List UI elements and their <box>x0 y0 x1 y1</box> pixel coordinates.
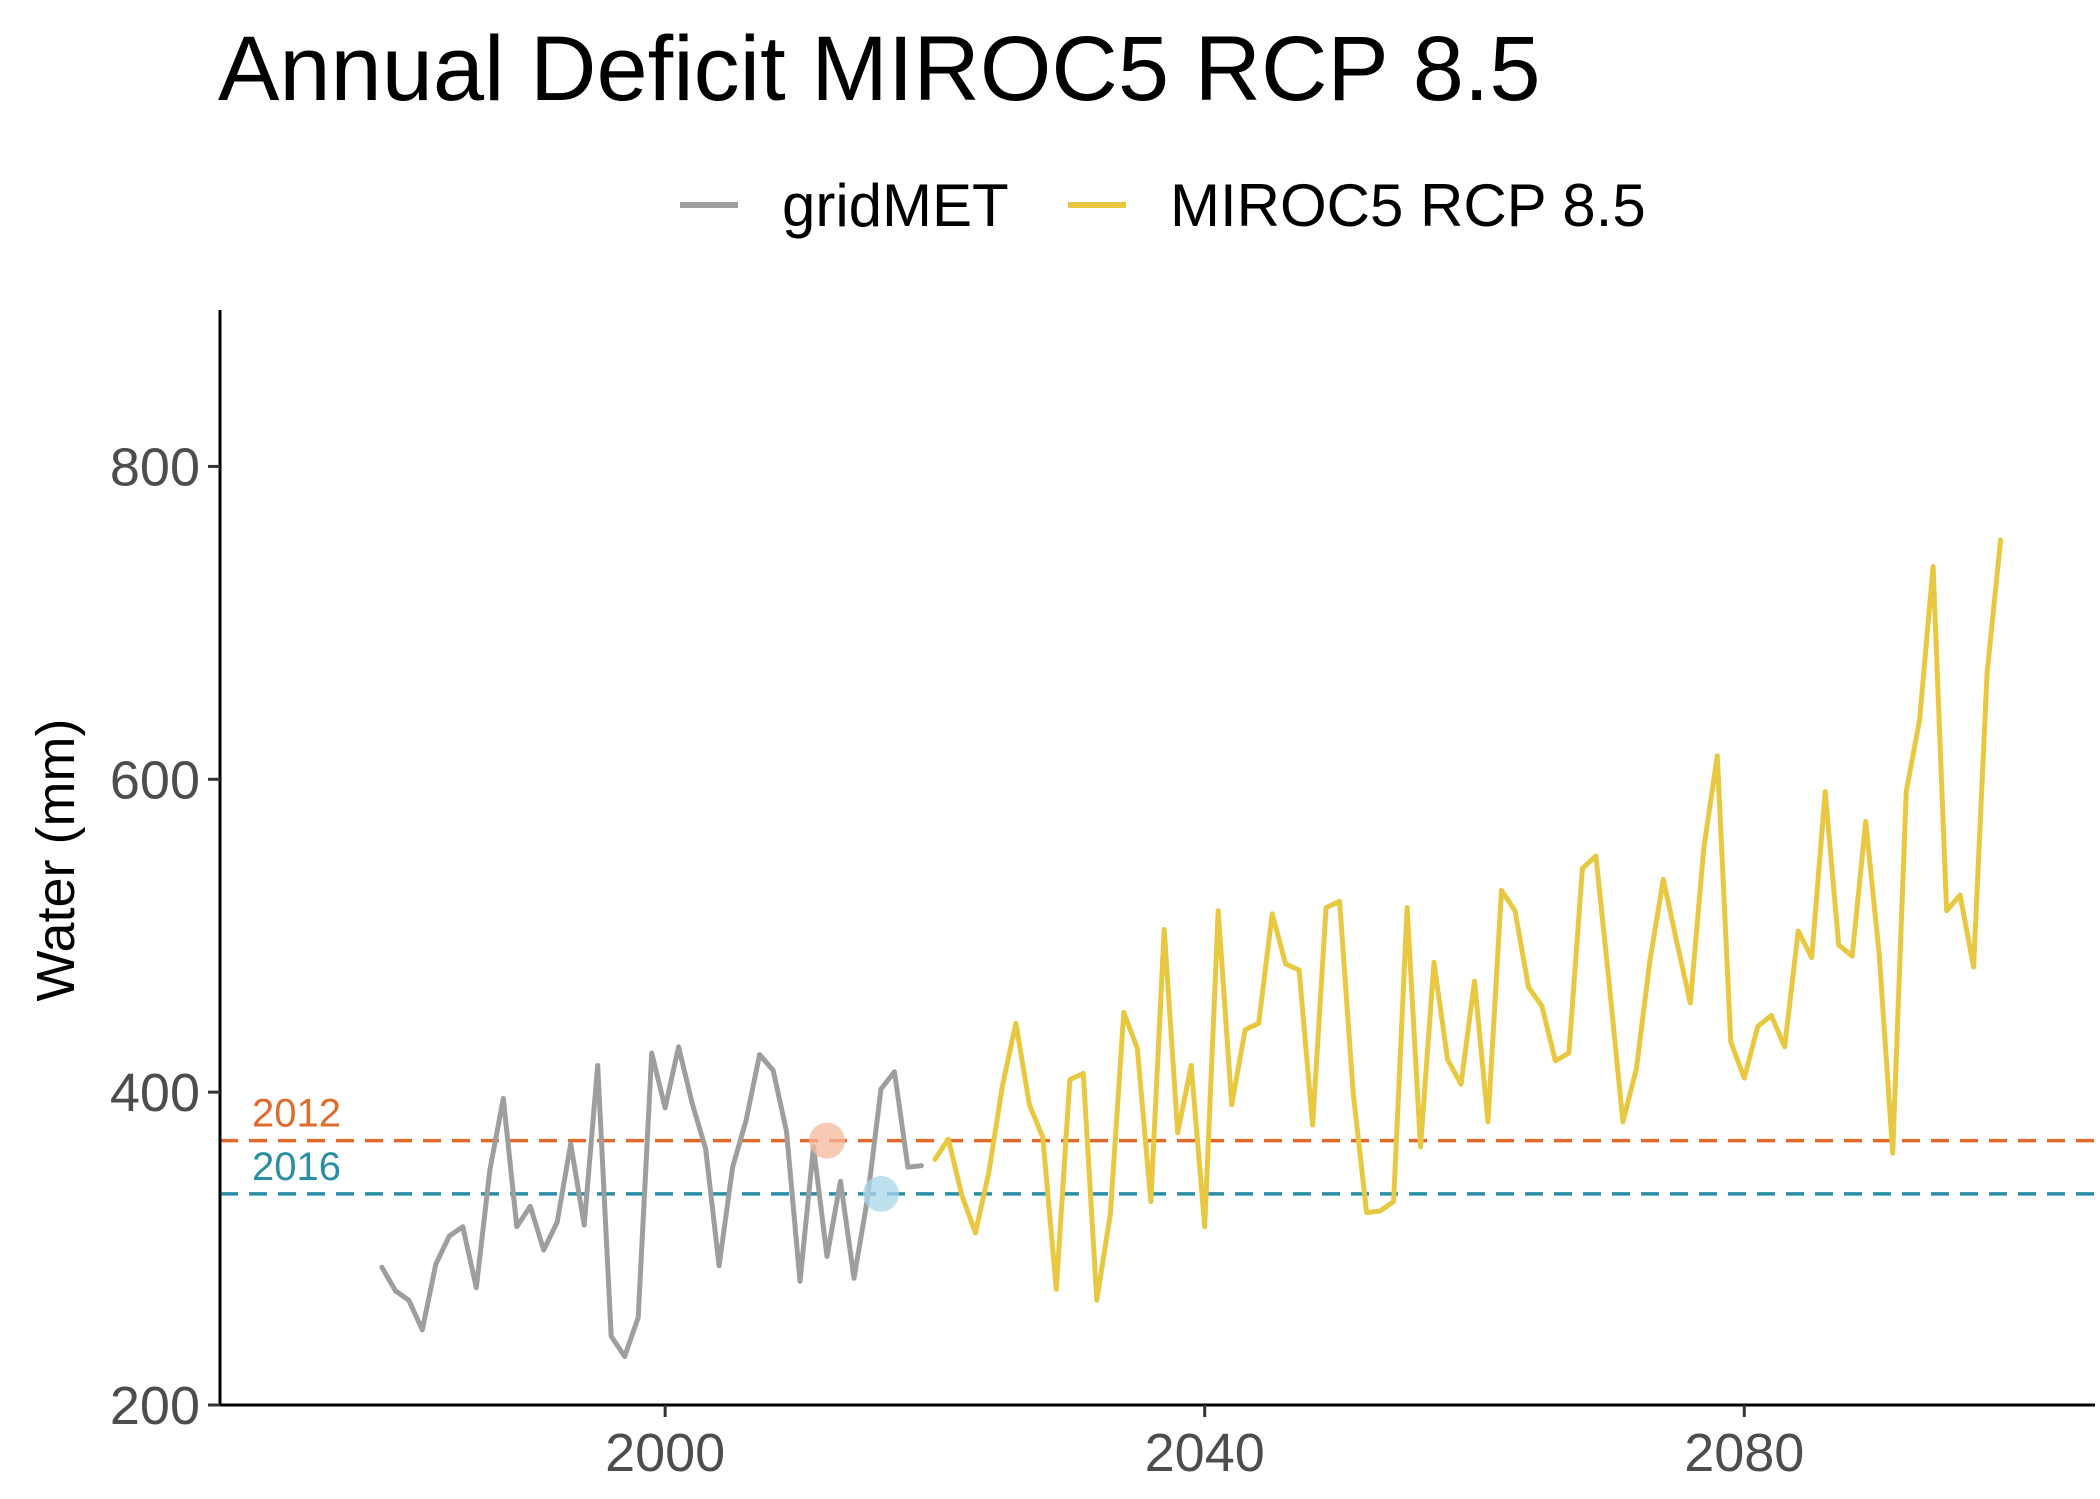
x-tick-label-2080: 2080 <box>1684 1423 1804 1483</box>
legend-label-miroc5: MIROC5 RCP 8.5 <box>1170 172 1646 239</box>
y-tick-label-200: 200 <box>110 1376 200 1436</box>
y-tick-label-400: 400 <box>110 1063 200 1123</box>
chart-title: Annual Deficit MIROC5 RCP 8.5 <box>218 18 1541 120</box>
reference-label-2012: 2012 <box>252 1092 341 1136</box>
series-line-gridmet <box>379 1044 924 1359</box>
highlight-point-2016 <box>862 1175 899 1212</box>
legend: gridMET MIROC5 RCP 8.5 <box>680 172 1646 239</box>
legend-item-gridmet: gridMET <box>680 172 1009 239</box>
highlight-point-2012 <box>809 1122 846 1159</box>
legend-item-miroc5: MIROC5 RCP 8.5 <box>1068 172 1646 239</box>
series-line-miroc5 <box>932 537 2004 1303</box>
y-axis-title: Water (mm) <box>26 719 86 1002</box>
x-tick-label-2000: 2000 <box>605 1423 725 1483</box>
plot-area: 2012 2016 200 400 600 800 2000 2040 2080 <box>110 310 2095 1483</box>
reference-label-2016: 2016 <box>252 1145 341 1189</box>
y-tick-label-800: 800 <box>110 437 200 497</box>
x-tick-label-2040: 2040 <box>1145 1423 1265 1483</box>
y-tick-label-600: 600 <box>110 750 200 810</box>
legend-label-gridmet: gridMET <box>782 172 1009 239</box>
